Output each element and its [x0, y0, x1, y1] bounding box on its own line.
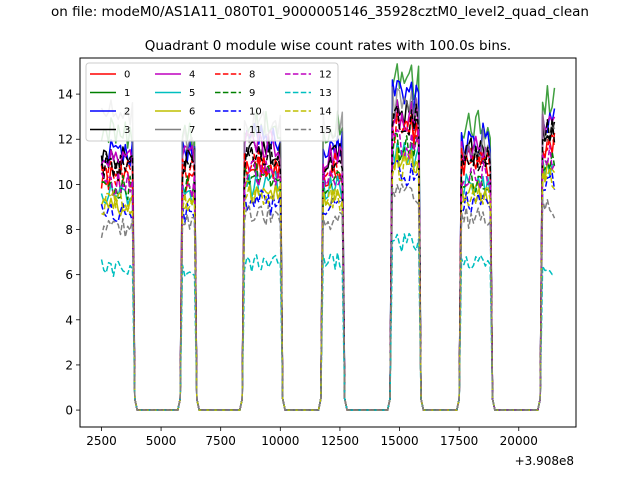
y-axis: 0 2 4 6 8 10 12 14	[58, 88, 80, 418]
legend-label: 15	[319, 125, 332, 136]
series-line-9	[101, 132, 556, 411]
y-tick-label: 0	[65, 404, 73, 418]
legend-label: 9	[249, 88, 255, 99]
y-tick-label: 8	[65, 223, 73, 237]
chart-suptitle: on file: modeM0/AS1A11_080T01_9000005146…	[51, 4, 589, 20]
chart-title: Quadrant 0 module wise count rates with …	[145, 38, 511, 54]
x-tick-label: 10000	[261, 434, 299, 448]
x-tick-label: 15000	[380, 434, 418, 448]
x-tick-label: 2500	[86, 434, 117, 448]
legend-label: 6	[189, 107, 195, 118]
legend-label: 10	[249, 107, 262, 118]
x-tick-label: 20000	[500, 434, 538, 448]
legend-label: 8	[249, 70, 255, 81]
legend-label: 11	[249, 125, 262, 136]
legend-label: 4	[189, 70, 195, 81]
y-tick-label: 6	[65, 268, 73, 282]
y-tick-label: 2	[65, 358, 73, 372]
legend-label: 12	[319, 70, 332, 81]
legend-label: 14	[319, 107, 332, 118]
series-line-15	[100, 183, 556, 411]
x-tick-label: 17500	[440, 434, 478, 448]
x-tick-label: 7500	[205, 434, 236, 448]
legend-label: 0	[124, 70, 130, 81]
legend-box	[85, 62, 339, 142]
legend-label: 1	[124, 88, 130, 99]
x-tick-label: 12500	[321, 434, 359, 448]
legend-label: 5	[189, 88, 195, 99]
x-axis: 2500 5000 7500 10000 12500 15000 17500 20000	[86, 427, 538, 448]
series-line-12	[100, 127, 556, 411]
y-tick-label: 4	[65, 313, 73, 327]
x-tick-label: 5000	[146, 434, 177, 448]
y-tick-label: 12	[58, 133, 73, 147]
legend-label: 13	[319, 88, 332, 99]
series-group	[100, 63, 556, 411]
series-line-11	[100, 103, 556, 411]
plot-frame	[79, 57, 577, 428]
y-tick-label: 14	[58, 88, 73, 102]
legend-label: 2	[124, 107, 130, 118]
legend-label: 7	[189, 125, 195, 136]
legend-label: 3	[124, 125, 130, 136]
y-tick-label: 10	[58, 178, 73, 192]
x-offset-label: +3.908e8	[515, 454, 574, 468]
